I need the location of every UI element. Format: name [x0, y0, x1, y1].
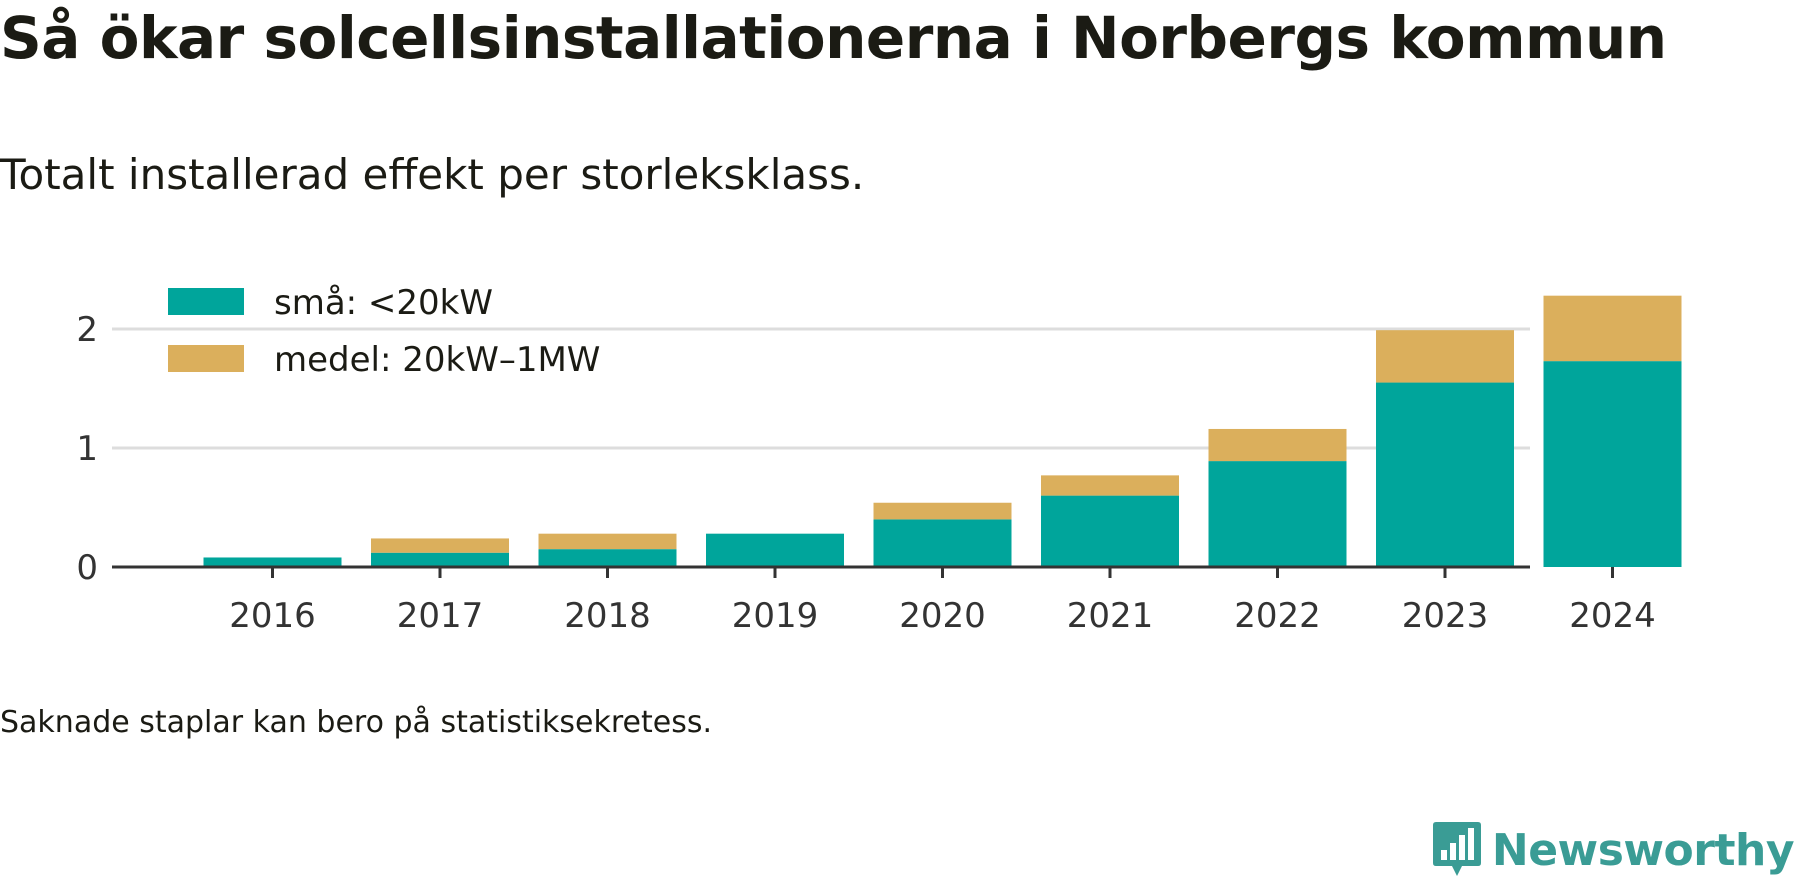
x-tick-label: 2017 [397, 596, 484, 636]
bar-segment-medium [538, 533, 677, 550]
bar-segment-medium [1208, 428, 1347, 462]
newsworthy-logo: Newsworthy [1432, 820, 1795, 880]
chart-title: Så ökar solcellsinstallationerna i Norbe… [0, 4, 1667, 72]
bar-segment-medium [371, 538, 509, 553]
bar-segment-small [1208, 461, 1347, 567]
bar-segment-small [203, 557, 342, 567]
x-tick-label: 2019 [732, 596, 819, 636]
chart-subtitle: Totalt installerad effekt per storlekskl… [0, 150, 865, 199]
bar-segment-small [1543, 361, 1682, 567]
y-tick-label: 1 [76, 429, 98, 469]
x-tick-label: 2016 [229, 596, 316, 636]
bar-segment-small [371, 552, 509, 567]
bar-segment-medium [1376, 330, 1514, 383]
x-tick-label: 2022 [1234, 596, 1321, 636]
bar-segment-medium [873, 502, 1012, 520]
stacked-bar-chart: 0 1 2 2016 2017 2018 2019 2020 2021 2022 2023 2024 s… [76, 283, 1682, 636]
brand-name: Newsworthy [1491, 824, 1795, 876]
legend-swatch [168, 345, 244, 372]
bar-segment-medium [1543, 295, 1682, 362]
legend-label: medel: 20kW–1MW [274, 340, 600, 380]
x-tick-label: 2018 [564, 596, 651, 636]
bar-segment-small [1376, 382, 1514, 567]
bar-segment-small [1041, 495, 1179, 567]
x-tick-label: 2020 [899, 596, 986, 636]
legend-label: små: <20kW [274, 283, 493, 323]
bar-segment-small [538, 549, 677, 567]
y-tick-label: 2 [76, 310, 98, 350]
x-tick-label: 2023 [1402, 596, 1489, 636]
legend-swatch [168, 288, 244, 315]
x-tick-label: 2021 [1067, 596, 1154, 636]
x-tick-label: 2024 [1569, 596, 1656, 636]
bar-segment-small [873, 519, 1012, 567]
y-tick-label: 0 [76, 548, 98, 588]
bar-segment-small [706, 533, 844, 567]
bar-segment-medium [1041, 475, 1179, 496]
newsworthy-bar-chart-icon [1432, 822, 1481, 876]
footnote: Saknade staplar kan bero på statistiksek… [0, 705, 713, 740]
